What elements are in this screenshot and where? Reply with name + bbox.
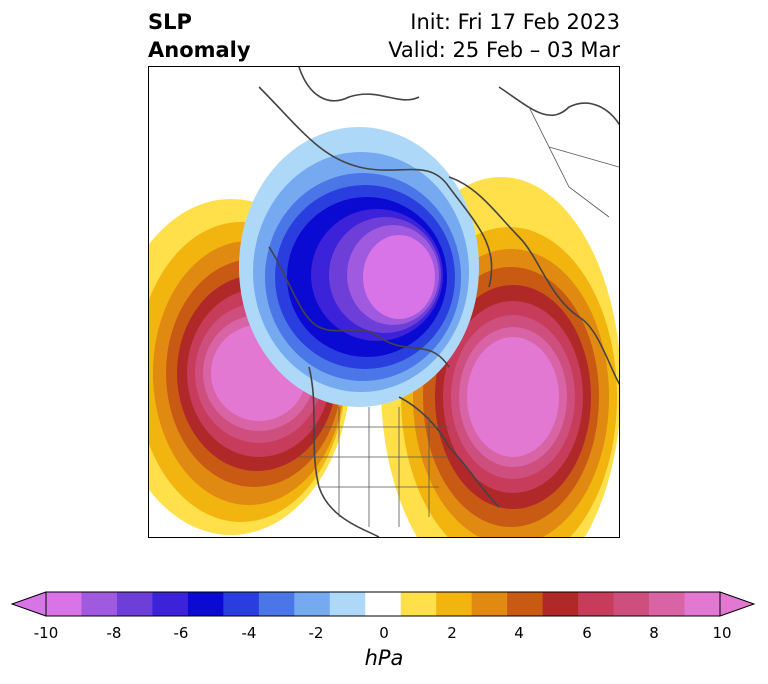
tick-label: -2 [308, 624, 324, 642]
colorbar-segment [152, 592, 189, 616]
colorbar-segment [46, 592, 82, 616]
tick-label: 4 [514, 624, 524, 642]
colorbar-segment [649, 592, 686, 616]
colorbar-frame [45, 591, 721, 617]
tick-label: 6 [582, 624, 592, 642]
init-date: Init: Fri 17 Feb 2023 [410, 10, 620, 34]
valid-range: Valid: 25 Feb – 03 Mar [388, 38, 620, 62]
tick-label: 0 [379, 624, 389, 642]
tick-label: -8 [106, 624, 122, 642]
title-line-1: SLP [148, 10, 192, 34]
arctic-low-anomaly [239, 127, 479, 407]
atlantic-high-anomaly [381, 177, 619, 537]
colorbar-segment [684, 592, 721, 616]
colorbar-segment [578, 592, 615, 616]
colorbar-segment [436, 592, 473, 616]
anomaly-map [148, 66, 620, 538]
title-line-2: Anomaly [148, 38, 251, 62]
tick-label: -10 [33, 624, 59, 642]
colorbar-segment [294, 592, 331, 616]
political-borders [299, 106, 619, 527]
colorbar-segment [613, 592, 650, 616]
colorbar-segment [365, 592, 402, 616]
colorbar-segment [187, 592, 224, 616]
colorbar-extend-min [10, 591, 47, 617]
colorbar-extend-max [719, 591, 756, 617]
colorbar-segment [258, 592, 295, 616]
colorbar-segment [471, 592, 508, 616]
coastlines [258, 67, 619, 537]
colorbar-segment [116, 592, 153, 616]
colorbar-segment [542, 592, 579, 616]
map-title: SLP Anomaly [148, 8, 251, 64]
init-valid-dates: Init: Fri 17 Feb 2023 Valid: 25 Feb – 03… [388, 8, 620, 64]
colorbar-segment [223, 592, 260, 616]
colorbar-segment [329, 592, 366, 616]
tick-label: -6 [173, 624, 189, 642]
tick-label: -4 [241, 624, 257, 642]
map-canvas [149, 67, 619, 537]
colorbar-unit: hPa [364, 646, 404, 670]
tick-label: 10 [712, 624, 732, 642]
colorbar-segment [81, 592, 118, 616]
colorbar-segment [507, 592, 544, 616]
colorbar [10, 591, 756, 617]
tick-label: 2 [447, 624, 457, 642]
tick-label: 8 [649, 624, 659, 642]
colorbar-segment [400, 592, 437, 616]
